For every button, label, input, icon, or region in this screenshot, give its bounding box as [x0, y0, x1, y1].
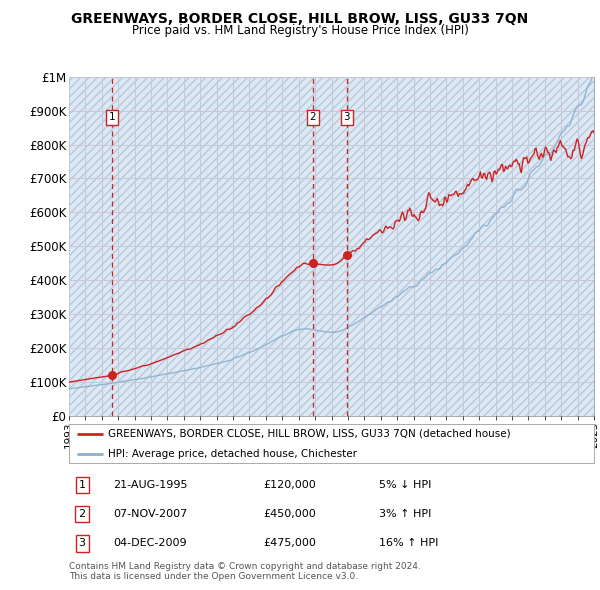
- Text: HPI: Average price, detached house, Chichester: HPI: Average price, detached house, Chic…: [109, 450, 358, 460]
- Text: Contains HM Land Registry data © Crown copyright and database right 2024.
This d: Contains HM Land Registry data © Crown c…: [69, 562, 421, 581]
- Text: 2: 2: [310, 113, 316, 122]
- Text: 16% ↑ HPI: 16% ↑ HPI: [379, 539, 438, 548]
- Text: 2: 2: [79, 509, 86, 519]
- Text: 3% ↑ HPI: 3% ↑ HPI: [379, 509, 431, 519]
- Text: 07-NOV-2007: 07-NOV-2007: [113, 509, 188, 519]
- Text: GREENWAYS, BORDER CLOSE, HILL BROW, LISS, GU33 7QN (detached house): GREENWAYS, BORDER CLOSE, HILL BROW, LISS…: [109, 428, 511, 438]
- Text: 5% ↓ HPI: 5% ↓ HPI: [379, 480, 431, 490]
- Text: £475,000: £475,000: [263, 539, 316, 548]
- Text: Price paid vs. HM Land Registry's House Price Index (HPI): Price paid vs. HM Land Registry's House …: [131, 24, 469, 37]
- Text: 1: 1: [79, 480, 86, 490]
- Text: 21-AUG-1995: 21-AUG-1995: [113, 480, 188, 490]
- Text: £450,000: £450,000: [263, 509, 316, 519]
- Text: 1: 1: [109, 113, 116, 122]
- Text: 3: 3: [79, 539, 86, 548]
- Text: 3: 3: [343, 113, 350, 122]
- Text: GREENWAYS, BORDER CLOSE, HILL BROW, LISS, GU33 7QN: GREENWAYS, BORDER CLOSE, HILL BROW, LISS…: [71, 12, 529, 26]
- Text: £120,000: £120,000: [263, 480, 316, 490]
- Text: 04-DEC-2009: 04-DEC-2009: [113, 539, 187, 548]
